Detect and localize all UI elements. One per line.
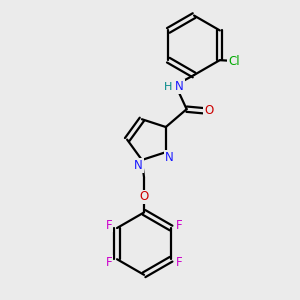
- Text: H: H: [164, 82, 172, 92]
- Text: Cl: Cl: [228, 55, 240, 68]
- Text: F: F: [105, 218, 112, 232]
- Text: F: F: [176, 256, 183, 269]
- Text: N: N: [165, 151, 174, 164]
- Text: F: F: [176, 218, 183, 232]
- Text: N: N: [175, 80, 184, 93]
- Text: N: N: [134, 159, 143, 172]
- Text: F: F: [105, 256, 112, 269]
- Text: O: O: [204, 104, 214, 117]
- Text: O: O: [140, 190, 149, 203]
